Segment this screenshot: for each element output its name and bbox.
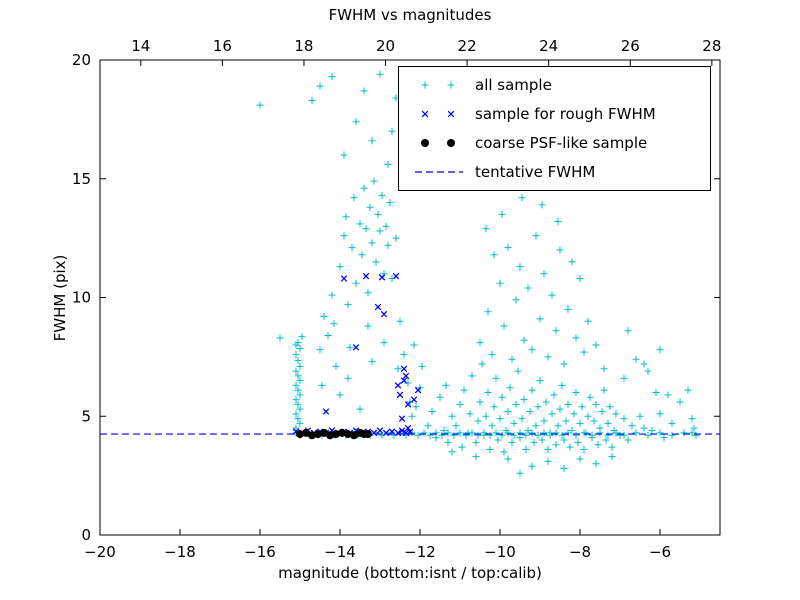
svg-text:24: 24 [539,37,558,55]
dashed-line-icon [415,171,463,173]
svg-text:20: 20 [376,37,395,55]
svg-text:18: 18 [294,37,313,55]
svg-text:15: 15 [72,170,91,188]
svg-text:−14: −14 [324,543,356,561]
svg-text:14: 14 [131,37,150,55]
legend-label: all sample [475,76,552,95]
x-marker-icon [421,110,455,118]
legend-item-tentative-fwhm: tentative FWHM [413,158,710,185]
chart-title: FWHM vs magnitudes [328,6,492,24]
svg-text:−8: −8 [569,543,591,561]
svg-text:28: 28 [702,37,721,55]
legend-label: coarse PSF-like sample [475,133,648,152]
svg-text:−6: −6 [649,543,671,561]
svg-text:20: 20 [72,51,91,69]
svg-text:26: 26 [621,37,640,55]
svg-text:−12: −12 [404,543,436,561]
dot-marker-icon [421,138,455,147]
svg-text:5: 5 [81,407,91,425]
x-axis-label: magnitude (bottom:isnt / top:calib) [278,564,542,582]
svg-text:16: 16 [213,37,232,55]
svg-text:0: 0 [81,526,91,544]
plus-marker-icon [421,81,455,89]
svg-text:10: 10 [72,289,91,307]
legend-item-psf-sample: coarse PSF-like sample [413,129,710,156]
svg-text:22: 22 [458,37,477,55]
legend-item-rough-fwhm: sample for rough FWHM [413,101,710,128]
legend: all sample sample for rough FWHM coarse … [398,66,711,191]
y-axis-label: FWHM (pix) [51,254,69,342]
svg-text:−20: −20 [84,543,116,561]
legend-label: sample for rough FWHM [475,105,656,124]
svg-text:−16: −16 [244,543,276,561]
svg-text:−18: −18 [164,543,196,561]
svg-text:−10: −10 [484,543,516,561]
legend-item-all-sample: all sample [413,72,710,99]
legend-label: tentative FWHM [475,162,596,181]
